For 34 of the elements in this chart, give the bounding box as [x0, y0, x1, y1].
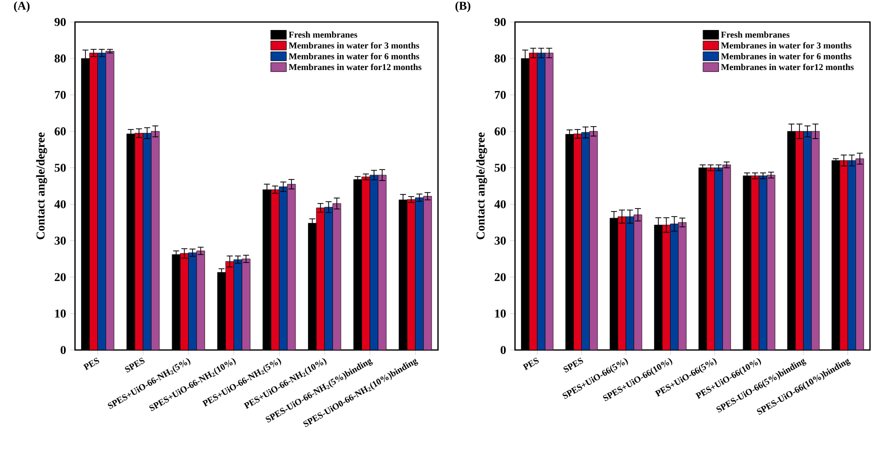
y-tick-label: 20: [54, 273, 66, 282]
chart-title: (A): [14, 1, 30, 12]
y-tick-label: 80: [54, 54, 66, 62]
y-tick-label: 0: [500, 346, 506, 354]
y-tick-label: 30: [494, 236, 506, 245]
y-tick-label: 30: [54, 236, 66, 245]
legend-label: Membranes in water for 6 months: [721, 52, 852, 60]
y-axis-title: Contact angle/degree: [36, 132, 48, 240]
legend-label: Membranes in water for 6 months: [288, 52, 420, 60]
y-axis-title: Contact angle/degree: [476, 132, 488, 240]
y-tick-label: 70: [54, 90, 66, 99]
y-tick-label: 90: [54, 18, 66, 26]
y-tick-label: 60: [54, 127, 66, 136]
y-tick-label: 60: [494, 127, 506, 136]
y-tick-label: 10: [495, 310, 506, 318]
y-tick-label: 50: [494, 164, 506, 172]
legend-label: Fresh membranes: [288, 31, 358, 38]
legend-label: Membranes in water for12 months: [288, 64, 422, 70]
legend-label: Membranes in water for 3 months: [721, 42, 852, 49]
y-tick-label: 40: [54, 200, 66, 208]
y-tick-label: 10: [55, 310, 66, 318]
y-tick-label: 20: [494, 273, 506, 282]
x-tick-label: PES: [83, 358, 100, 370]
legend-label: Membranes in water for12 months: [721, 64, 854, 70]
y-tick-label: 40: [494, 200, 506, 208]
y-tick-label: 90: [494, 18, 506, 26]
y-tick-label: 50: [54, 164, 66, 172]
y-tick-label: 70: [494, 90, 506, 99]
x-tick-label: PES: [522, 358, 539, 370]
legend-label: Membranes in water for 3 months: [288, 42, 420, 49]
y-tick-label: 80: [494, 54, 506, 62]
chart-title: (B): [455, 1, 470, 12]
legend-label: Fresh membranes: [721, 31, 790, 38]
y-tick-label: 0: [60, 346, 66, 354]
